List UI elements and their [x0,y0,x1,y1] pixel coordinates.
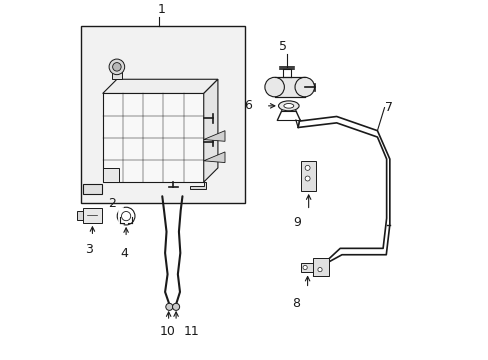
Bar [301,161,315,191]
Text: 10: 10 [159,325,175,338]
Bar [102,94,203,182]
Polygon shape [189,182,205,189]
Ellipse shape [283,104,293,108]
Circle shape [109,59,124,75]
Circle shape [305,165,309,170]
Text: 8: 8 [291,297,299,310]
Text: 11: 11 [184,325,200,338]
Polygon shape [203,152,224,163]
Bar [102,168,119,182]
Text: 9: 9 [293,216,301,229]
Circle shape [112,63,121,71]
Bar [300,262,313,273]
Text: 4: 4 [121,247,128,260]
Bar [312,258,328,276]
Text: 1: 1 [157,3,165,16]
Bar [83,208,102,223]
Circle shape [303,265,306,270]
Text: 3: 3 [85,243,93,256]
Text: 2: 2 [108,197,116,210]
Circle shape [317,267,322,272]
Polygon shape [102,79,218,94]
Polygon shape [203,131,224,141]
Polygon shape [203,79,218,182]
Ellipse shape [278,101,299,111]
Text: 7: 7 [385,101,392,114]
Circle shape [264,77,284,97]
Text: 5: 5 [278,40,286,53]
Text: 6: 6 [244,99,252,112]
Circle shape [305,176,309,181]
Bar [111,71,122,79]
Circle shape [165,303,173,310]
Bar [81,26,244,203]
Bar [274,77,304,97]
Circle shape [294,77,314,97]
Circle shape [172,303,179,310]
Bar [83,184,102,194]
Bar [77,211,83,220]
